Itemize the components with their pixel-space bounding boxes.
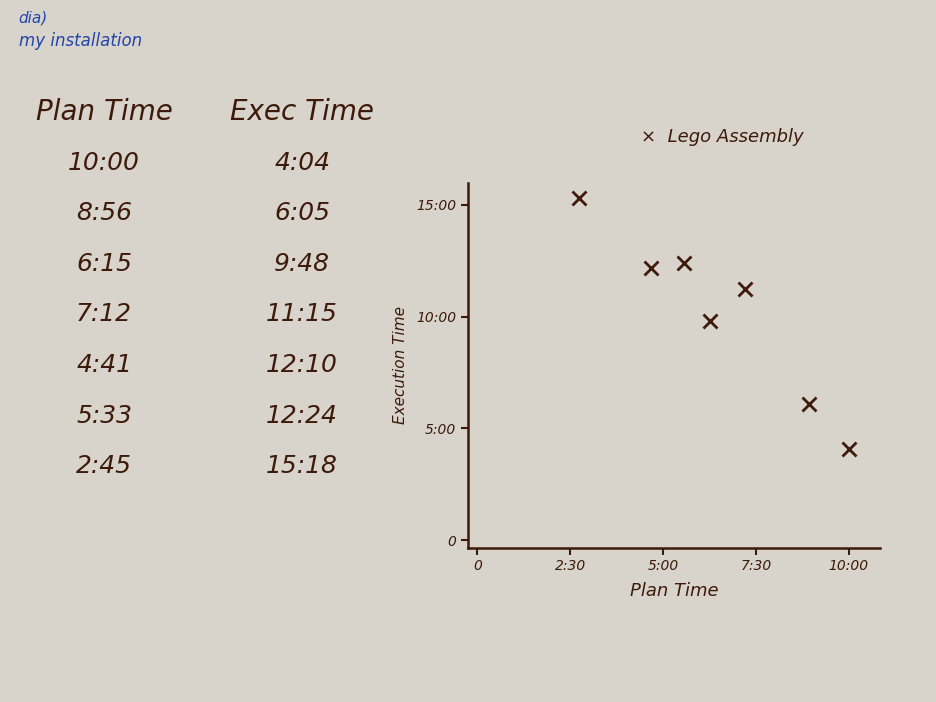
Text: 9:48: 9:48 bbox=[274, 252, 330, 276]
Text: Plan Time: Plan Time bbox=[36, 98, 172, 126]
Text: Exec Time: Exec Time bbox=[230, 98, 374, 126]
Text: 2:45: 2:45 bbox=[76, 454, 132, 478]
Text: my installation: my installation bbox=[19, 32, 142, 50]
Text: 5:33: 5:33 bbox=[76, 404, 132, 428]
Text: 6:05: 6:05 bbox=[274, 201, 330, 225]
Text: dia): dia) bbox=[19, 11, 48, 25]
Text: 15:18: 15:18 bbox=[266, 454, 338, 478]
Text: 4:04: 4:04 bbox=[274, 151, 330, 175]
Text: 4:41: 4:41 bbox=[76, 353, 132, 377]
Text: 12:24: 12:24 bbox=[266, 404, 338, 428]
Text: 7:12: 7:12 bbox=[76, 303, 132, 326]
X-axis label: Plan Time: Plan Time bbox=[630, 582, 718, 600]
Text: 10:00: 10:00 bbox=[68, 151, 140, 175]
Text: 6:15: 6:15 bbox=[76, 252, 132, 276]
Y-axis label: Execution Time: Execution Time bbox=[393, 306, 408, 424]
Text: 11:15: 11:15 bbox=[266, 303, 338, 326]
Text: 8:56: 8:56 bbox=[76, 201, 132, 225]
Text: ×  Lego Assembly: × Lego Assembly bbox=[641, 128, 804, 146]
Text: 12:10: 12:10 bbox=[266, 353, 338, 377]
